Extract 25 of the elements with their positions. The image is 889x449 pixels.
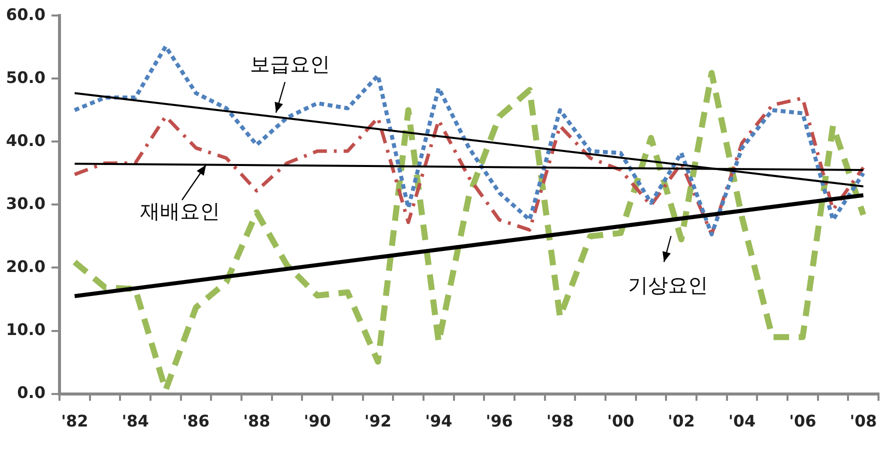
line-series (72, 44, 866, 236)
x-tick-label: '98 (546, 412, 574, 431)
x-tick-label: '06 (789, 412, 816, 431)
x-tick-label: '94 (425, 412, 452, 431)
x-tick-label: '08 (850, 412, 877, 431)
x-tick-label: '92 (364, 412, 392, 431)
x-tick-label: '84 (122, 412, 149, 431)
y-tick-label: 10.0 (6, 320, 46, 339)
y-tick-label: 20.0 (6, 256, 46, 276)
x-tick-label: '82 (61, 412, 88, 431)
annotation: 보급요인 (250, 52, 330, 76)
x-tick-label: '88 (243, 412, 270, 431)
x-tick-label: '00 (607, 412, 634, 431)
annotation: 재배요인 (140, 199, 220, 224)
x-tick-label: '86 (182, 412, 210, 431)
y-tick-label: 50.0 (6, 68, 46, 87)
y-tick-label: 30.0 (6, 194, 46, 213)
y-tick-label: 60.0 (6, 4, 46, 24)
annotation: 기상요인 (628, 273, 708, 298)
x-tick-label: '96 (486, 412, 513, 431)
y-tick-label: 0.0 (17, 382, 46, 402)
x-tick-label: '04 (728, 412, 756, 431)
x-tick-label: '02 (668, 412, 695, 431)
y-tick-label: 40.0 (6, 130, 46, 150)
x-tick-label: '90 (304, 412, 331, 431)
